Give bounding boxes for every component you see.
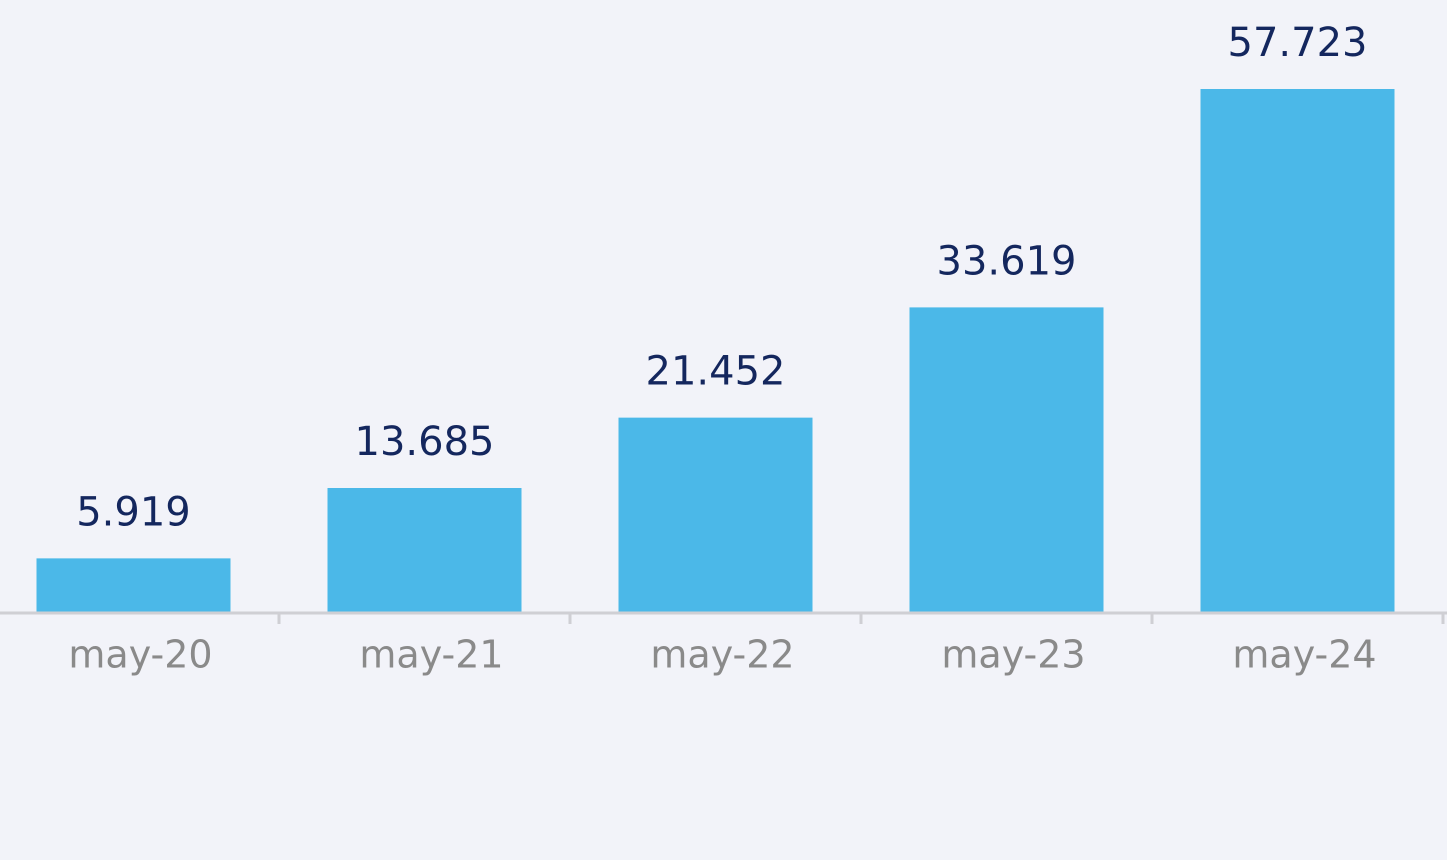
x-tick-label: may-23	[941, 633, 1085, 677]
bar	[36, 558, 231, 612]
bar	[909, 307, 1104, 612]
data-label: 33.619	[937, 238, 1077, 284]
x-tick-label: may-21	[359, 633, 503, 677]
data-label: 21.452	[646, 349, 786, 395]
x-tick-label: may-22	[650, 633, 794, 677]
bar	[327, 488, 522, 612]
x-tick-label: may-20	[68, 633, 212, 677]
data-label: 13.685	[355, 419, 495, 465]
bar	[1200, 89, 1395, 612]
data-label: 5.919	[76, 489, 191, 535]
data-label: 57.723	[1228, 20, 1368, 66]
x-tick-label: may-24	[1232, 633, 1376, 677]
bar	[618, 417, 813, 612]
